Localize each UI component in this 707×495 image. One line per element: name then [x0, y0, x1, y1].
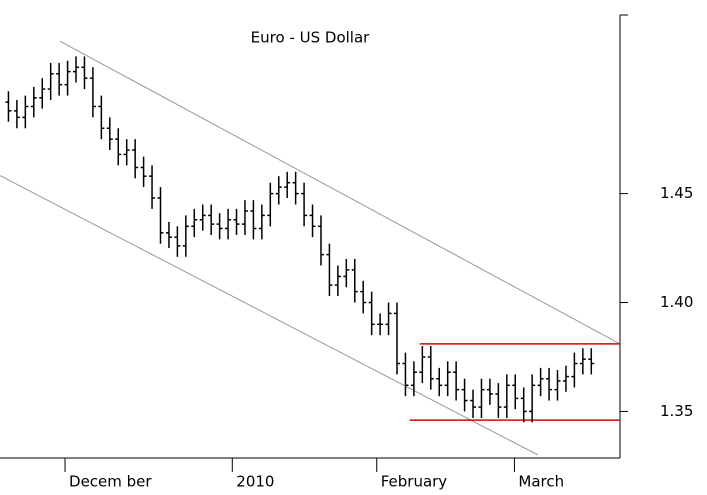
x-tick-label: March	[518, 473, 564, 491]
y-tick-label: 1.40	[660, 293, 693, 311]
plot-area	[0, 40, 620, 455]
trend-line	[0, 175, 539, 455]
trend-line	[59, 40, 620, 345]
x-tick-label: 2010	[236, 473, 274, 491]
x-tick-label: Decem ber	[69, 473, 152, 491]
y-tick-label: 1.35	[660, 402, 693, 420]
y-tick-label: 1.45	[660, 184, 693, 202]
x-tick-label: February	[381, 473, 448, 491]
chart-title: Euro - US Dollar	[251, 29, 370, 47]
